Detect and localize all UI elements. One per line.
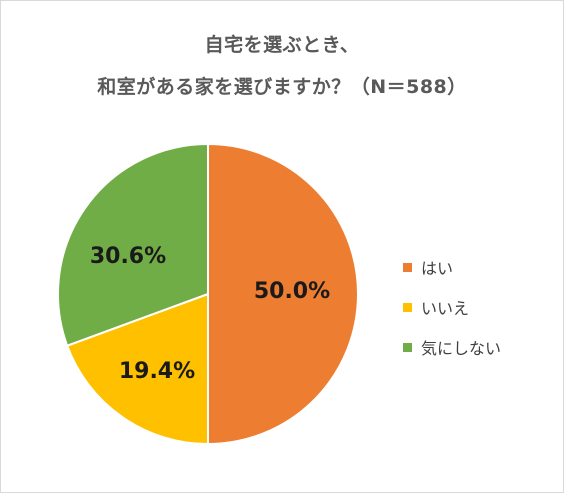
legend-item-1: いいえ [403, 287, 501, 327]
pie-slice-1 [65, 292, 209, 446]
chart-legend: はいいいえ気にしない [403, 247, 501, 367]
legend-label: はい [421, 259, 454, 278]
slice-value-label-0: 50.0% [254, 279, 330, 304]
pie-slice-0 [207, 142, 359, 446]
chart-title-line1: 自宅を選ぶとき、 [204, 34, 360, 56]
slice-value-label-1: 19.4% [119, 359, 195, 384]
legend-label: 気にしない [421, 339, 502, 358]
legend-swatch [403, 342, 412, 352]
legend-swatch [403, 302, 412, 312]
slice-value-label-2: 30.6% [90, 244, 166, 269]
chart-title-line2: 和室がある家を選びますか？（N＝588） [97, 76, 467, 98]
legend-item-0: はい [403, 247, 501, 287]
legend-item-2: 気にしない [403, 327, 501, 367]
pie-slice-2 [57, 142, 209, 347]
legend-swatch [403, 262, 412, 272]
legend-label: いいえ [421, 299, 470, 318]
